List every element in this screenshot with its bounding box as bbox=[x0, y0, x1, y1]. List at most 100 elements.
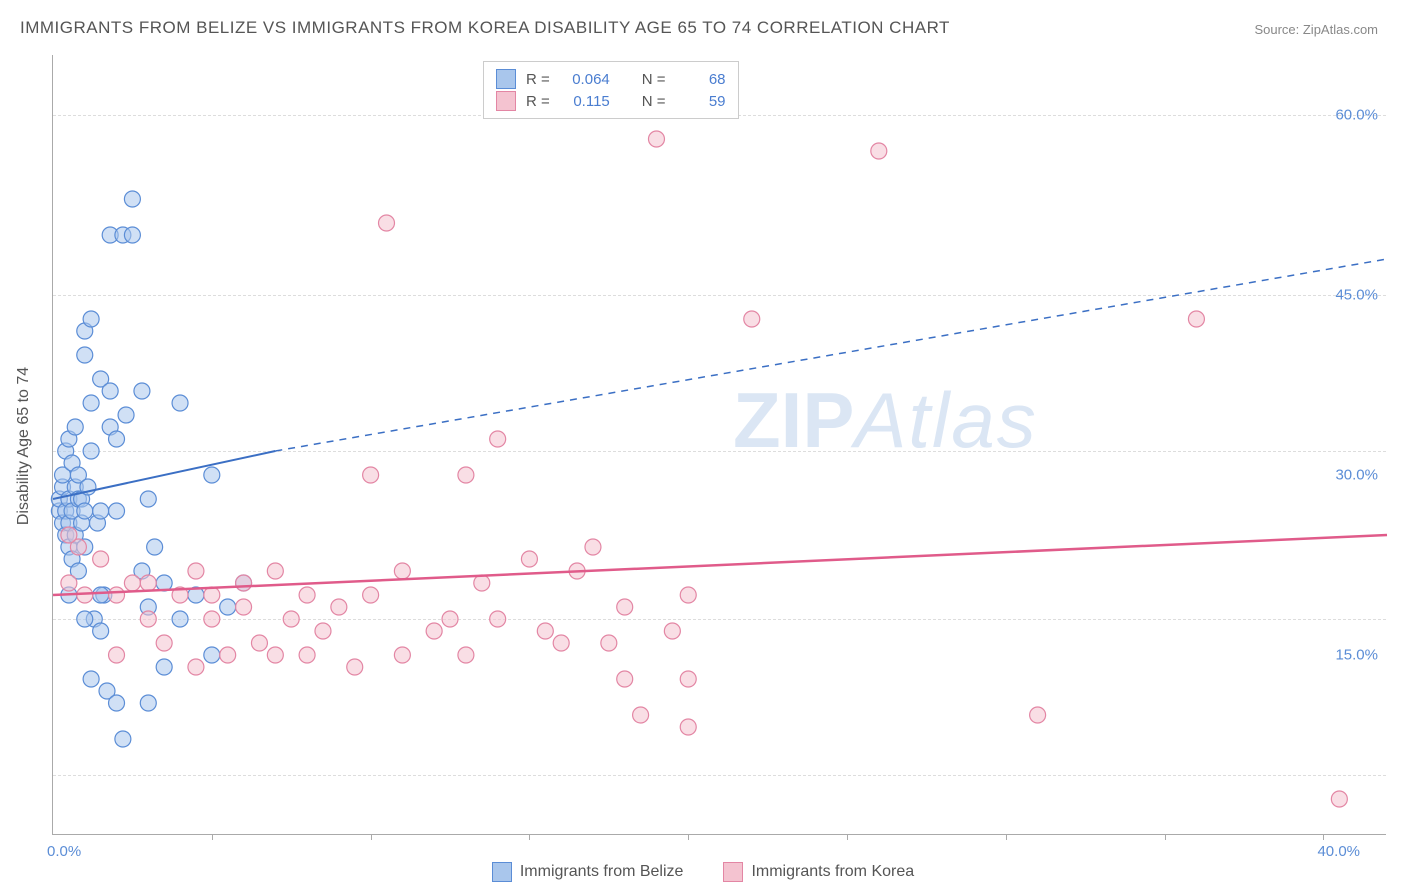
data-point bbox=[77, 347, 93, 363]
data-point bbox=[156, 659, 172, 675]
legend-row-belize: R = 0.064 N = 68 bbox=[496, 68, 726, 90]
ytick-label: 45.0% bbox=[1335, 287, 1378, 304]
data-point bbox=[617, 671, 633, 687]
legend-item-korea: Immigrants from Korea bbox=[723, 862, 914, 882]
legend-item-belize: Immigrants from Belize bbox=[492, 862, 684, 882]
legend-row-korea: R = 0.115 N = 59 bbox=[496, 90, 726, 112]
plot-area: ZIPAtlas R = 0.064 N = 68 R = 0.115 N = … bbox=[52, 55, 1386, 835]
y-axis-label: Disability Age 65 to 74 bbox=[15, 367, 33, 525]
data-point bbox=[77, 503, 93, 519]
swatch-icon bbox=[492, 862, 512, 882]
data-point bbox=[458, 647, 474, 663]
data-point bbox=[109, 587, 125, 603]
data-point bbox=[204, 467, 220, 483]
data-point bbox=[93, 503, 109, 519]
data-point bbox=[648, 131, 664, 147]
data-point bbox=[521, 551, 537, 567]
data-point bbox=[147, 539, 163, 555]
data-point bbox=[347, 659, 363, 675]
n-value-belize: 68 bbox=[676, 71, 726, 88]
ytick-label: 30.0% bbox=[1335, 467, 1378, 484]
data-point bbox=[426, 623, 442, 639]
n-label: N = bbox=[642, 93, 666, 110]
data-point bbox=[172, 395, 188, 411]
data-point bbox=[315, 623, 331, 639]
data-point bbox=[140, 695, 156, 711]
correlation-legend: R = 0.064 N = 68 R = 0.115 N = 59 bbox=[483, 61, 739, 119]
data-point bbox=[617, 599, 633, 615]
data-point bbox=[140, 491, 156, 507]
data-point bbox=[83, 311, 99, 327]
data-point bbox=[156, 635, 172, 651]
chart-title: IMMIGRANTS FROM BELIZE VS IMMIGRANTS FRO… bbox=[20, 18, 950, 38]
data-point bbox=[474, 575, 490, 591]
data-point bbox=[188, 563, 204, 579]
data-point bbox=[124, 575, 140, 591]
n-value-korea: 59 bbox=[676, 93, 726, 110]
data-point bbox=[61, 575, 77, 591]
data-point bbox=[188, 659, 204, 675]
data-point bbox=[299, 587, 315, 603]
data-point bbox=[490, 611, 506, 627]
data-point bbox=[124, 227, 140, 243]
data-point bbox=[267, 647, 283, 663]
data-point bbox=[109, 503, 125, 519]
data-point bbox=[633, 707, 649, 723]
data-point bbox=[93, 623, 109, 639]
data-point bbox=[93, 551, 109, 567]
data-point bbox=[77, 611, 93, 627]
data-point bbox=[585, 539, 601, 555]
data-point bbox=[204, 611, 220, 627]
data-point bbox=[458, 467, 474, 483]
ytick-label: 15.0% bbox=[1335, 647, 1378, 664]
data-point bbox=[299, 647, 315, 663]
swatch-icon bbox=[723, 862, 743, 882]
legend-label: Immigrants from Korea bbox=[751, 863, 914, 881]
data-point bbox=[394, 647, 410, 663]
regression-line-dashed bbox=[275, 259, 1387, 451]
data-point bbox=[83, 443, 99, 459]
chart-svg bbox=[53, 55, 1386, 834]
r-value-belize: 0.064 bbox=[560, 71, 610, 88]
data-point bbox=[331, 599, 347, 615]
data-point bbox=[537, 623, 553, 639]
data-point bbox=[102, 383, 118, 399]
r-label: R = bbox=[526, 71, 550, 88]
data-point bbox=[93, 587, 109, 603]
data-point bbox=[267, 563, 283, 579]
data-point bbox=[109, 431, 125, 447]
data-point bbox=[1331, 791, 1347, 807]
n-label: N = bbox=[642, 71, 666, 88]
swatch-korea bbox=[496, 91, 516, 111]
source-label: Source: ZipAtlas.com bbox=[1254, 22, 1378, 37]
data-point bbox=[124, 191, 140, 207]
data-point bbox=[220, 647, 236, 663]
data-point bbox=[1188, 311, 1204, 327]
data-point bbox=[220, 599, 236, 615]
data-point bbox=[664, 623, 680, 639]
data-point bbox=[363, 467, 379, 483]
xtick-label: 40.0% bbox=[1317, 843, 1360, 860]
r-label: R = bbox=[526, 93, 550, 110]
data-point bbox=[871, 143, 887, 159]
data-point bbox=[109, 647, 125, 663]
data-point bbox=[379, 215, 395, 231]
data-point bbox=[83, 395, 99, 411]
legend-label: Immigrants from Belize bbox=[520, 863, 684, 881]
r-value-korea: 0.115 bbox=[560, 93, 610, 110]
data-point bbox=[680, 587, 696, 603]
ytick-label: 60.0% bbox=[1335, 107, 1378, 124]
data-point bbox=[363, 587, 379, 603]
data-point bbox=[251, 635, 267, 651]
data-point bbox=[744, 311, 760, 327]
data-point bbox=[67, 419, 83, 435]
data-point bbox=[236, 575, 252, 591]
data-point bbox=[490, 431, 506, 447]
data-point bbox=[1030, 707, 1046, 723]
data-point bbox=[118, 407, 134, 423]
series-legend: Immigrants from Belize Immigrants from K… bbox=[0, 862, 1406, 882]
swatch-belize bbox=[496, 69, 516, 89]
data-point bbox=[172, 611, 188, 627]
data-point bbox=[236, 599, 252, 615]
data-point bbox=[140, 611, 156, 627]
